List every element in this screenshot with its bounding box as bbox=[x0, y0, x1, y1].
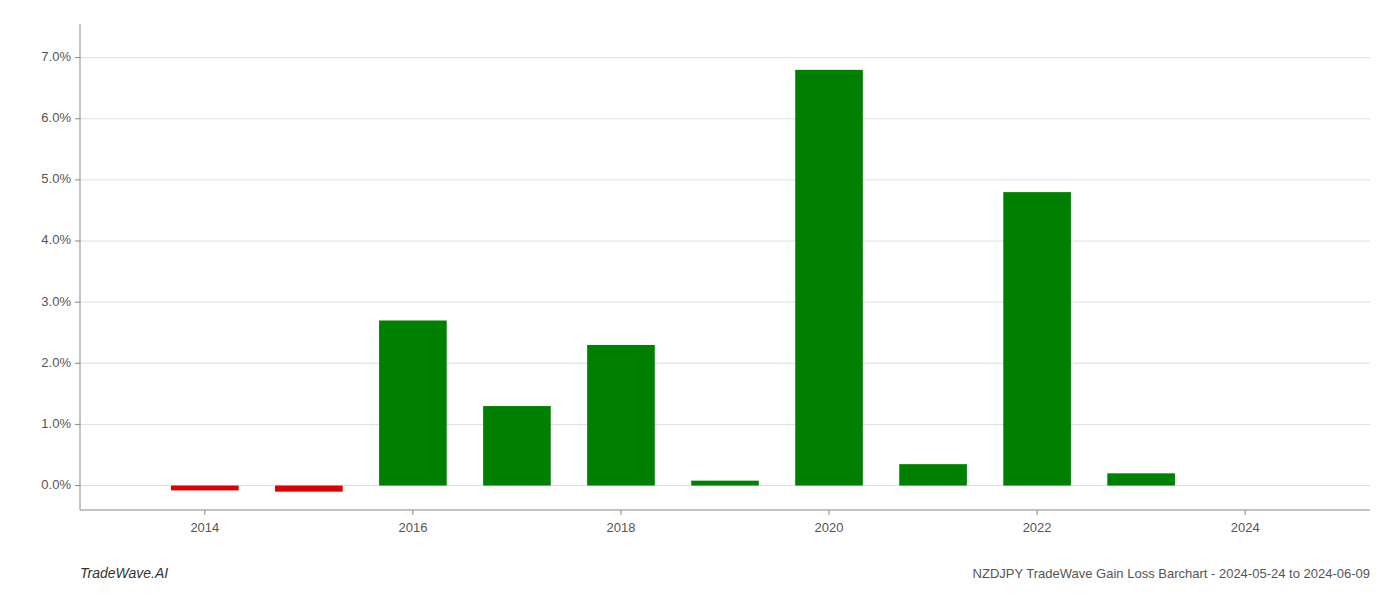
grid-line bbox=[80, 179, 1370, 180]
y-tick-label: 1.0% bbox=[41, 416, 71, 431]
y-axis-line bbox=[80, 24, 81, 510]
y-tick bbox=[75, 302, 80, 303]
bar bbox=[1003, 192, 1071, 485]
y-tick-label: 5.0% bbox=[41, 171, 71, 186]
grid-line bbox=[80, 363, 1370, 364]
y-tick bbox=[75, 363, 80, 364]
y-tick bbox=[75, 179, 80, 180]
x-tick-label: 2016 bbox=[398, 520, 427, 535]
x-tick-label: 2018 bbox=[607, 520, 636, 535]
y-tick bbox=[75, 118, 80, 119]
y-tick bbox=[75, 485, 80, 486]
x-tick bbox=[1037, 510, 1038, 515]
x-tick-label: 2014 bbox=[190, 520, 219, 535]
watermark: TradeWave.AI bbox=[80, 565, 168, 581]
x-tick-label: 2024 bbox=[1231, 520, 1260, 535]
grid-line bbox=[80, 57, 1370, 58]
bar bbox=[691, 481, 759, 486]
grid-line bbox=[80, 118, 1370, 119]
axes: 0.0% 1.0% 2.0% 3.0% 4.0% 5.0% 6.0% 7.0% 2014 2016… bbox=[41, 24, 1370, 535]
x-tick bbox=[620, 510, 621, 515]
bar bbox=[1107, 473, 1175, 485]
chart: 0.0% 1.0% 2.0% 3.0% 4.0% 5.0% 6.0% 7.0% 2014 2016… bbox=[0, 0, 1400, 600]
y-tick-label: 2.0% bbox=[41, 355, 71, 370]
bar bbox=[379, 320, 447, 485]
bar bbox=[587, 345, 655, 486]
bars bbox=[171, 70, 1175, 492]
y-tick-label: 3.0% bbox=[41, 294, 71, 309]
bar bbox=[795, 70, 863, 486]
grid bbox=[80, 58, 1370, 486]
bar bbox=[275, 486, 343, 492]
grid-line bbox=[80, 302, 1370, 303]
x-axis-line bbox=[80, 510, 1370, 511]
title: NZDJPY TradeWave Gain Loss Barchart - 20… bbox=[973, 566, 1370, 581]
grid-line bbox=[80, 241, 1370, 242]
y-tick-label: 0.0% bbox=[41, 477, 71, 492]
x-tick bbox=[1245, 510, 1246, 515]
x-tick bbox=[829, 510, 830, 515]
bar bbox=[483, 406, 551, 485]
y-tick bbox=[75, 241, 80, 242]
y-tick bbox=[75, 57, 80, 58]
y-tick-label: 7.0% bbox=[41, 49, 71, 64]
x-tick bbox=[412, 510, 413, 515]
bar bbox=[171, 486, 239, 491]
y-tick-label: 6.0% bbox=[41, 110, 71, 125]
bar bbox=[899, 464, 967, 485]
x-tick bbox=[204, 510, 205, 515]
x-tick-label: 2022 bbox=[1023, 520, 1052, 535]
y-tick bbox=[75, 424, 80, 425]
x-tick-label: 2020 bbox=[815, 520, 844, 535]
y-tick-label: 4.0% bbox=[41, 232, 71, 247]
grid-line bbox=[80, 424, 1370, 425]
